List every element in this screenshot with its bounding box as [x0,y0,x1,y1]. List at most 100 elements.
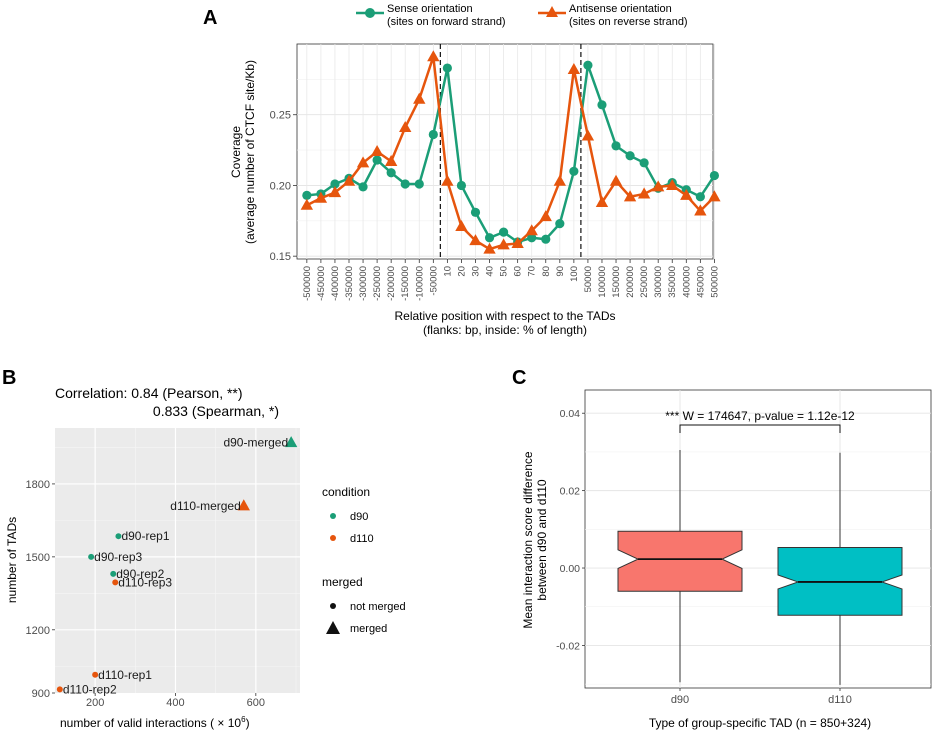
point-label: d110-merged [170,499,241,513]
antisense-point [708,190,721,202]
antisense-point [595,195,609,207]
sense-point [386,168,396,178]
antisense-point [567,62,581,75]
significance-bracket [679,424,841,433]
panel-a-ylabel: Coverage [229,126,243,178]
legend-not-merged-marker [330,603,336,609]
x-tick-label: 70 [527,266,538,277]
x-tick-label: -150000 [400,266,411,301]
antisense-point [623,190,637,202]
sense-point [456,180,467,191]
y-tick-label: -0.02 [556,640,580,652]
point-label: d90-rep1 [121,529,169,543]
sense-point [709,170,720,181]
antisense-point [483,242,496,254]
panel-c-ylabel: Mean interaction score difference [521,451,535,629]
x-tick-label: 10 [442,266,453,277]
antisense-point [694,204,707,216]
legend-d110-marker [330,535,336,541]
panel-a-xlabel-sub: (flanks: bp, inside: % of length) [423,323,587,337]
panel-b-points: d90-merged d110-merged d90-rep1 d90-rep3 d90… [56,436,298,696]
sense-point [302,190,312,200]
x-tick-label: 50000 [583,266,594,292]
x-tick-label: 500000 [709,266,720,298]
antisense-point [511,236,524,248]
legend-condition-title: condition [322,485,370,499]
sense-point [442,63,452,73]
point-label: d90-merged [223,436,288,450]
sense-point [414,179,424,189]
sense-point [527,233,537,243]
panel-c-frame [584,389,932,689]
y-tick-label: 1200 [26,625,50,637]
panel-b-ylabel: number of TADs [5,517,19,603]
antisense-line [306,55,716,251]
x-tick-label: -400000 [330,266,341,301]
sense-point [569,166,579,176]
x-tick-label: -500000 [302,266,313,301]
x-tick-label: 100000 [597,266,608,298]
sense-point [611,141,621,151]
sense-point [330,179,340,189]
legend-merged-label: merged [350,623,387,635]
panel-b-plot-area [55,428,300,693]
antisense-point [328,186,342,198]
x-tick-label: d110 [828,694,852,706]
x-tick-label: 400000 [681,266,692,298]
antisense-point [300,198,314,210]
point-d90-merged [284,436,298,448]
x-tick-label: 50 [499,266,510,277]
x-tick-label: -300000 [358,266,369,301]
point-d90-rep3 [88,553,95,560]
x-tick-label: 400 [166,697,184,709]
panel-c: C -0.02 0.00 0.02 0.04 d90 d110 *** W = 17464… [512,367,932,730]
point-label: d90-rep2 [116,567,164,581]
sense-point [541,234,551,244]
panel-a-series [300,50,721,254]
antisense-point [342,174,356,186]
antisense-point [539,210,552,222]
antisense-point [581,129,595,141]
x-tick-label: -450000 [316,266,327,301]
antisense-point [441,174,454,186]
panel-b: B Correlation: 0.84 (Pearson, **) 0.833 … [2,367,406,730]
y-tick-label: 0.00 [560,563,581,575]
panel-b-correlation: Correlation: 0.84 (Pearson, **) [55,385,243,401]
sense-line [306,63,716,244]
point-label: d90-rep3 [94,550,142,564]
panel-a-letter: A [203,7,217,29]
legend-antisense-sublabel: (sites on reverse strand) [569,16,688,28]
antisense-point [637,187,651,199]
panel-b-legend: condition d90 d110 merged not merged mer… [322,485,406,635]
x-tick-label: 200000 [625,266,636,298]
legend-sense-marker [365,8,375,18]
antisense-point [680,188,693,200]
x-tick-label: d90 [671,694,689,706]
panel-b-letter: B [2,367,16,389]
x-tick-label: -100000 [414,266,425,301]
x-tick-label: 30 [470,266,481,277]
x-tick-label: 100 [569,266,580,282]
point-d90-rep1 [115,533,122,540]
antisense-point [399,120,412,133]
legend-d90-marker [330,513,336,519]
sense-point [639,158,649,168]
panel-c-boxes [617,449,903,685]
box-d90 [617,530,743,592]
x-tick-label: 20 [456,266,467,277]
point-label: d110-rep2 [63,682,117,696]
panel-a-frame [296,43,714,260]
legend-sense-label: Sense orientation [387,3,473,15]
sense-point [625,151,635,161]
y-tick-label: 0.15 [270,251,291,263]
x-tick-label: 60 [513,266,524,277]
antisense-point [384,154,398,166]
panel-c-xlabel: Type of group-specific TAD (n = 850+324) [649,716,871,730]
x-tick-label: 350000 [667,266,678,298]
panel-c-grid [585,390,931,688]
antisense-point [314,191,328,203]
panel-a-grid [297,44,715,259]
panel-a-tad-boundaries [439,44,582,259]
point-label: d110-rep3 [118,575,172,589]
panel-c-ylabel-sub: between d90 and d110 [535,479,549,601]
